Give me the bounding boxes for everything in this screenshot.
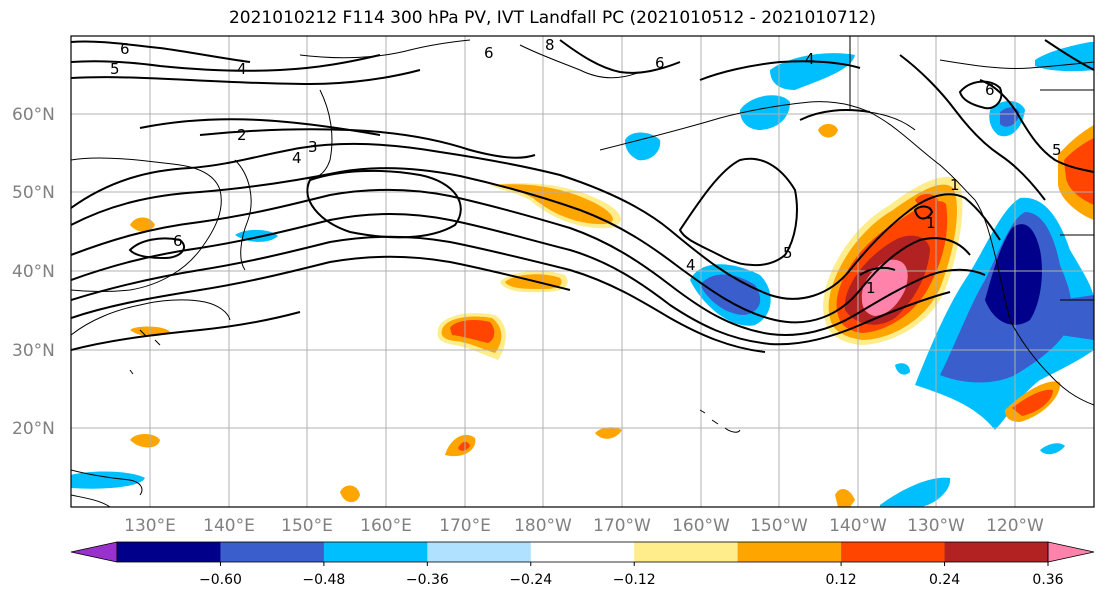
contour-label: 6 <box>120 40 130 58</box>
colorbar-tick-label: −0.48 <box>302 572 345 588</box>
lat-label: 50°N <box>12 183 55 203</box>
colorbar-segment <box>944 542 1049 562</box>
colorbar-tick-label: 0.36 <box>1032 572 1063 588</box>
colorbar-extend-high <box>1047 541 1095 563</box>
map-title: 2021010212 F114 300 hPa PV, IVT Landfall… <box>228 8 876 28</box>
colorbar <box>70 541 1095 563</box>
lat-label: 30°N <box>12 341 55 361</box>
contour-label: 3 <box>308 138 318 156</box>
lon-label: 150°E <box>281 516 333 536</box>
contour-label: 6 <box>655 54 665 72</box>
colorbar-segment <box>737 542 842 562</box>
contour-label: 4 <box>805 50 815 68</box>
coastlines <box>71 36 1094 507</box>
map-panel: 6 5 4 2 3 4 6 6 8 6 4 5 4 1 1 1 6 5 <box>71 36 1094 507</box>
colorbar-segment <box>220 542 325 562</box>
colorbar-segment <box>634 542 739 562</box>
colorbar-ticks: −0.60−0.48−0.36−0.24−0.120.120.240.360.4… <box>199 562 1064 588</box>
lon-label: 130°W <box>907 516 965 536</box>
colorbar-extend-low <box>70 541 118 563</box>
contour-label: 6 <box>173 232 183 250</box>
contour-label: 4 <box>237 60 247 78</box>
contour-label: 1 <box>866 279 876 297</box>
colorbar-tick-label: −0.24 <box>509 572 552 588</box>
colorbar-segment <box>427 542 532 562</box>
lon-label: 150°W <box>750 516 808 536</box>
colorbar-segment <box>841 542 946 562</box>
colorbar-tick-label: −0.60 <box>199 572 242 588</box>
lon-label: 180°W <box>514 516 572 536</box>
colorbar-tick-label: 0.12 <box>826 572 857 588</box>
graticule <box>71 36 1094 507</box>
colorbar-segment <box>323 542 428 562</box>
pv-contours <box>71 39 1094 353</box>
contour-label: 1 <box>950 176 960 194</box>
contour-label: 5 <box>783 244 793 262</box>
map-frame <box>70 35 1095 508</box>
contour-label: 8 <box>545 36 555 54</box>
contour-label: 1 <box>926 214 936 232</box>
colorbar-tick-label: −0.36 <box>406 572 449 588</box>
lat-label: 60°N <box>12 105 55 125</box>
lat-label: 20°N <box>12 419 55 439</box>
contour-labels: 6 5 4 2 3 4 6 6 8 6 4 5 4 1 1 1 6 5 <box>110 36 1062 297</box>
lon-label: 170°E <box>439 516 491 536</box>
colorbar-segment <box>117 542 221 562</box>
longitude-labels: 130°E 140°E 150°E 160°E 170°E 180°W 170°… <box>124 516 1044 536</box>
lon-label: 160°W <box>672 516 730 536</box>
lon-label: 140°W <box>829 516 887 536</box>
contour-label: 6 <box>985 81 995 99</box>
colorbar-segment <box>530 542 635 562</box>
lon-label: 140°E <box>203 516 255 536</box>
colorbar-tick-label: −0.12 <box>613 572 656 588</box>
lon-label: 170°W <box>593 516 651 536</box>
lon-label: 160°E <box>360 516 412 536</box>
lat-label: 40°N <box>12 262 55 282</box>
contour-label: 6 <box>484 44 494 62</box>
contour-label: 5 <box>110 60 120 78</box>
contour-label: 5 <box>1052 141 1062 159</box>
contour-label: 4 <box>686 256 696 274</box>
contour-label: 2 <box>237 126 247 144</box>
latitude-labels: 60°N 50°N 40°N 30°N 20°N <box>12 105 55 439</box>
colorbar-tick-label: 0.24 <box>929 572 960 588</box>
colorbar-frame <box>116 541 1049 563</box>
contour-label: 4 <box>292 149 302 167</box>
lon-label: 130°E <box>124 516 176 536</box>
lon-label: 120°W <box>986 516 1044 536</box>
